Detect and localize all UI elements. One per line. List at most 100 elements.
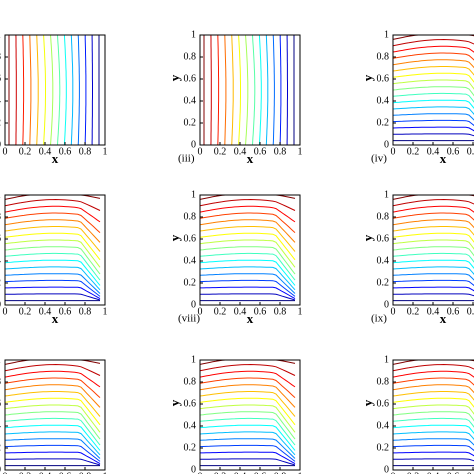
panel-label: (iii) <box>178 153 195 165</box>
contour-line <box>199 404 296 433</box>
contour-line <box>199 359 296 365</box>
contour-line <box>392 113 474 121</box>
x-tick-label: 0 <box>3 471 8 474</box>
contour-line <box>199 397 296 426</box>
contour-line <box>4 279 101 297</box>
contour-line <box>392 126 474 132</box>
contour-line <box>392 99 474 109</box>
y-axis-label: y <box>167 399 182 406</box>
x-tick-label: 0.8 <box>274 146 287 157</box>
y-tick-label: 1 <box>0 189 1 200</box>
contour-line <box>393 451 474 457</box>
contour-line <box>4 384 101 408</box>
x-tick-label: 0.4 <box>234 306 247 317</box>
x-tick-label: 0.4 <box>427 471 440 474</box>
plot-frame <box>4 194 106 306</box>
contour-line <box>224 34 227 146</box>
x-tick-label: 0 <box>198 471 203 474</box>
contour-line <box>392 417 474 428</box>
contour-line <box>4 458 101 466</box>
contour-line <box>199 205 296 223</box>
x-tick-label: 0 <box>391 471 396 474</box>
y-tick-label: 0 <box>384 464 389 474</box>
contour-line <box>392 391 474 401</box>
contour-line <box>245 34 249 146</box>
x-tick-label: 0 <box>3 146 8 157</box>
contour-line <box>392 34 474 40</box>
contour-line <box>4 198 101 211</box>
y-tick-label: 0.6 <box>0 233 1 244</box>
contour-line <box>5 451 101 465</box>
y-tick-label: 0.8 <box>0 211 1 222</box>
contour-line <box>4 246 101 275</box>
contour-line <box>199 198 296 211</box>
contour-line <box>392 293 474 297</box>
contour-line <box>4 259 101 286</box>
y-tick-label: 0.6 <box>377 398 390 409</box>
contour-line <box>22 34 25 146</box>
contour-line <box>393 286 474 292</box>
contour-line <box>392 52 474 61</box>
contour-line <box>279 35 282 145</box>
contour-line <box>392 86 474 97</box>
x-tick-label: 0.8 <box>79 146 92 157</box>
y-tick-label: 0.2 <box>0 117 1 128</box>
y-tick-label: 1 <box>191 29 196 40</box>
contour-line <box>199 259 296 286</box>
contour-line <box>392 458 474 462</box>
plot-frame <box>4 34 106 146</box>
contour-line <box>392 59 474 69</box>
contour-line <box>199 226 296 252</box>
contour-line <box>200 451 296 465</box>
x-tick-label: 0.2 <box>214 146 227 157</box>
contour-line <box>4 205 101 223</box>
y-tick-label: 0.6 <box>377 233 390 244</box>
x-tick-label: 0.4 <box>39 306 52 317</box>
contour-line <box>392 359 474 365</box>
y-tick-label: 0.2 <box>184 442 197 453</box>
contour-line <box>392 79 474 90</box>
contour-line <box>392 370 474 378</box>
contour-line <box>4 359 101 365</box>
y-tick-label: 1 <box>0 29 1 40</box>
y-tick-label: 0 <box>0 139 1 150</box>
contour-line <box>199 370 296 388</box>
x-axis-label: x <box>440 151 447 166</box>
y-tick-label: 0.4 <box>0 255 1 266</box>
x-axis-label: x <box>247 311 254 326</box>
contour-line <box>392 246 474 257</box>
x-tick-label: 0 <box>198 146 203 157</box>
panel-label: (viii) <box>178 313 200 325</box>
contour-line <box>392 198 474 207</box>
contour-line <box>4 194 101 200</box>
contour-line <box>231 34 234 146</box>
contour-line <box>392 411 474 422</box>
contour-line <box>200 286 296 300</box>
contour-line <box>392 106 474 115</box>
contour-line <box>4 391 101 417</box>
y-tick-label: 0 <box>384 139 389 150</box>
y-tick-label: 0.6 <box>0 73 1 84</box>
y-tick-label: 0.4 <box>377 255 390 266</box>
contour-line <box>4 212 101 233</box>
contour-line <box>199 377 296 398</box>
contour-line <box>4 411 101 440</box>
x-tick-label: 0 <box>3 306 8 317</box>
contour-line <box>392 212 474 221</box>
contour-line <box>199 444 296 462</box>
contour-line <box>265 34 269 146</box>
x-tick-label: 0 <box>198 306 203 317</box>
contour-line <box>392 438 474 446</box>
y-axis-label: y <box>167 234 182 241</box>
y-tick-label: 0.6 <box>184 233 197 244</box>
x-axis-label: x <box>247 151 254 166</box>
contour-line <box>29 34 32 146</box>
contour-line <box>392 384 474 394</box>
y-axis-label: y <box>360 74 375 81</box>
y-tick-label: 1 <box>0 354 1 365</box>
contour-line <box>392 66 474 76</box>
y-axis-label: y <box>360 234 375 241</box>
contour-line <box>4 363 101 376</box>
plot-frame <box>199 359 301 471</box>
